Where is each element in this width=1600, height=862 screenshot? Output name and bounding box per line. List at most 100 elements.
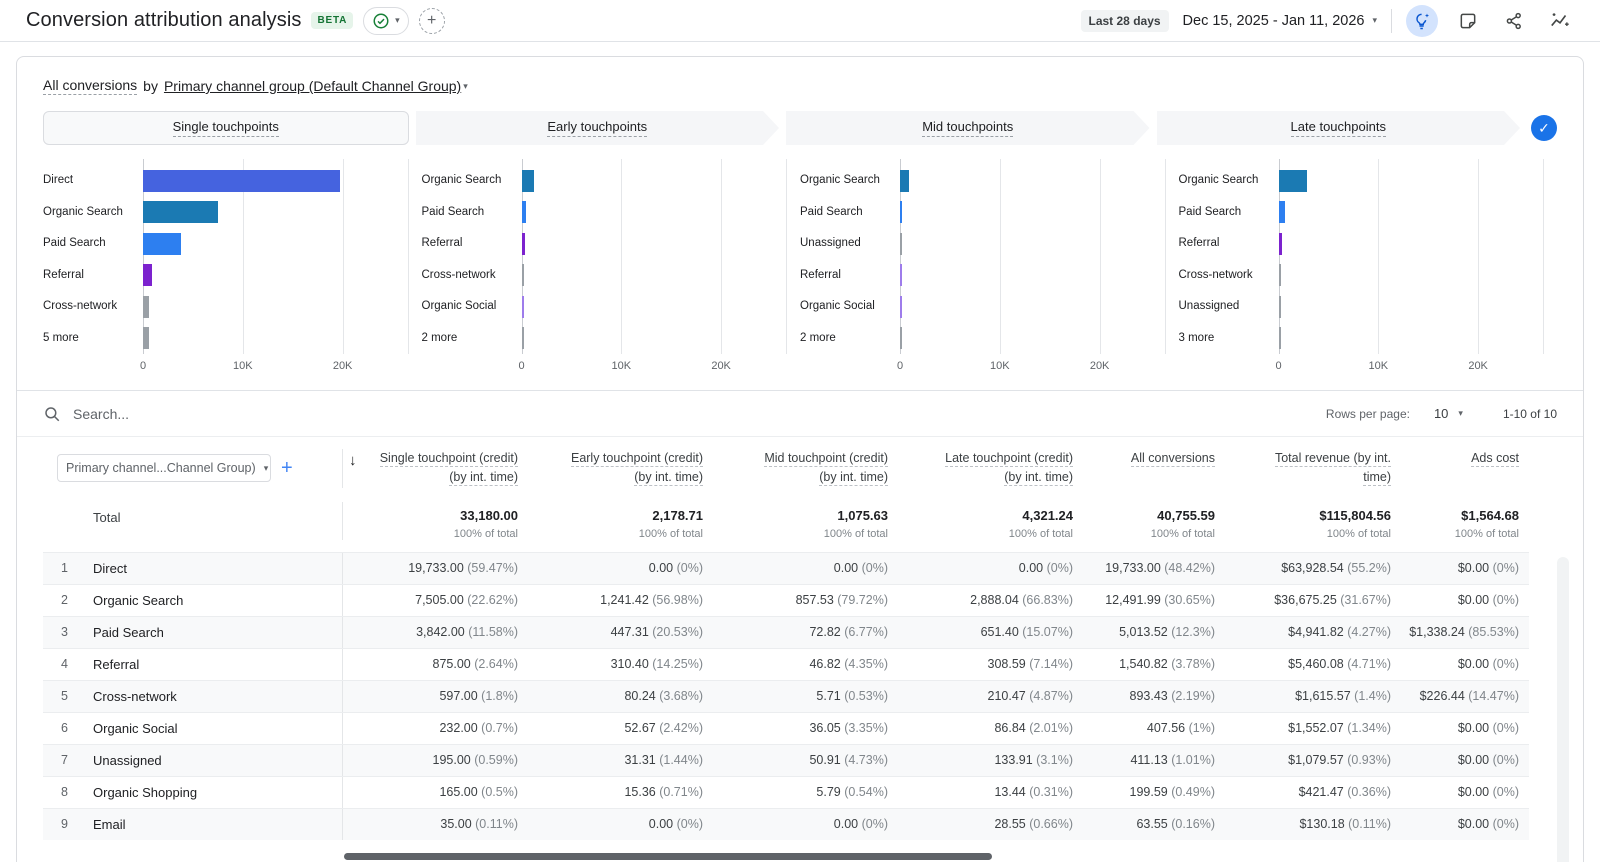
metric-cell: $0.00 (0%) <box>1457 657 1519 672</box>
share-button[interactable] <box>1498 5 1530 37</box>
metric-cell: 19,733.00 (59.47%) <box>408 561 518 576</box>
table-row: 3 Paid Search 3,842.00 (11.58%) 447.31 (20.… <box>43 615 1529 648</box>
channel-name: Organic Social <box>93 720 178 736</box>
table-totals-row: Total 33,180.00 100% of total 2,178.71 100%… <box>43 498 1529 552</box>
category-label: Organic Search <box>1178 174 1259 187</box>
touchpoint-bar-charts: Direct Organic Search Paid Search Referral C… <box>43 159 1557 376</box>
bar-chart-mid-touchpoints: Organic Search Paid Search Unassigned Refer… <box>800 159 1179 376</box>
metric-cell: $130.18 (0.11%) <box>1299 817 1391 832</box>
divider <box>17 390 1583 391</box>
category-label: Organic Search <box>43 205 123 218</box>
table-body: 1 Direct 19,733.00 (59.47%) 0.00 (0%) 0.00 (… <box>43 551 1557 840</box>
search-input[interactable] <box>73 405 493 422</box>
chart-row: Paid Search <box>800 197 1175 229</box>
total-label: Total <box>43 501 343 540</box>
lightbulb-sparkle-icon <box>1412 11 1432 31</box>
metric-cell: 875.00 (2.64%) <box>432 657 518 672</box>
chevron-down-icon: ▾ <box>1372 15 1377 25</box>
category-label: 5 more <box>43 331 79 344</box>
column-header[interactable]: Total revenue (by int. time) <box>1274 451 1391 487</box>
metric-cell: 165.00 (0.5%) <box>439 785 518 800</box>
add-dimension-button[interactable]: + <box>281 457 293 480</box>
bar-chart-late-touchpoints: Organic Search Paid Search Referral Cross-n… <box>1179 159 1558 376</box>
x-tick-label: 20K <box>1468 360 1488 372</box>
bar <box>1278 201 1285 224</box>
metric-cell: $1,079.57 (0.93%) <box>1288 753 1391 768</box>
metric-cell: $63,928.54 (55.2%) <box>1281 561 1391 576</box>
metric-cell: 195.00 (0.59%) <box>432 753 518 768</box>
dimension-chip[interactable]: Primary channel...Channel Group) ▾ <box>57 454 271 483</box>
chart-row: Cross-network <box>43 291 418 323</box>
chart-row: Organic Search <box>43 197 418 229</box>
x-axis: 0 10K 20K <box>518 354 787 376</box>
bar <box>521 169 534 192</box>
date-range-picker[interactable]: Dec 15, 2025 - Jan 11, 2026 ▾ <box>1182 12 1377 29</box>
channel-name: Unassigned <box>93 752 162 768</box>
bar <box>900 264 902 287</box>
total-cell: 1,075.63 100% of total <box>823 507 888 540</box>
horizontal-scrollbar[interactable] <box>344 853 992 860</box>
category-label: Direct <box>43 174 74 187</box>
add-comparison-button[interactable]: + <box>418 7 445 34</box>
vertical-scrollbar[interactable] <box>1557 557 1569 862</box>
metric-cell: 2,888.04 (66.83%) <box>970 593 1073 608</box>
step-mid-touchpoints[interactable]: Mid touchpoints <box>786 111 1150 145</box>
column-header[interactable]: Late touchpoint (credit) (by int. time) <box>945 451 1073 487</box>
category-label: 2 more <box>421 331 458 344</box>
bar <box>900 201 902 224</box>
metric-cell: $421.47 (0.36%) <box>1298 785 1391 800</box>
date-range-preset: Last 28 days <box>1080 9 1169 32</box>
category-label: Referral <box>800 268 841 281</box>
row-index: 5 <box>61 689 68 704</box>
metric-cell: 447.31 (20.53%) <box>610 625 703 640</box>
report-status-menu[interactable]: ▾ <box>363 6 409 35</box>
chart-gridlines <box>143 159 409 354</box>
metric-cell: 63.55 (0.16%) <box>1136 817 1215 832</box>
analytics-intelligence-button[interactable] <box>1544 5 1576 37</box>
metric-selector[interactable]: All conversions <box>43 77 138 95</box>
metric-cell: 5,013.52 (12.3%) <box>1119 625 1215 640</box>
chart-row: Organic Search <box>422 165 797 197</box>
table-header-row: Primary channel...Channel Group) ▾ + ↓ Si… <box>43 437 1529 498</box>
insights-button[interactable] <box>1406 4 1438 37</box>
table-row: 2 Organic Search 7,505.00 (22.62%) 1,241.42… <box>43 583 1529 616</box>
table-row: 5 Cross-network 597.00 (1.8%) 80.24 (3.68%)… <box>43 679 1529 712</box>
chevron-down-icon: ▾ <box>463 80 468 91</box>
row-index: 2 <box>61 593 68 608</box>
metric-cell: $36,675.25 (31.67%) <box>1274 593 1391 608</box>
dimension-selector[interactable]: Primary channel group (Default Channel G… <box>163 78 462 94</box>
step-single-touchpoints[interactable]: Single touchpoints <box>43 111 409 145</box>
column-header[interactable]: All conversions <box>1130 451 1215 467</box>
x-tick-label: 20K <box>711 360 731 372</box>
touchpoint-step-tabs: Single touchpoints Early touchpoints Mid… <box>43 111 1557 145</box>
bar <box>521 295 524 318</box>
x-tick-label: 10K <box>233 360 253 372</box>
x-tick-label: 20K <box>1089 360 1110 372</box>
feedback-button[interactable] <box>1452 5 1484 37</box>
column-header[interactable]: ↓ Single touchpoint (credit) (by int. time… <box>349 451 518 487</box>
chart-row: Referral <box>43 260 418 292</box>
chart-row: 3 more <box>1179 323 1554 355</box>
row-index: 7 <box>61 753 68 768</box>
column-header[interactable]: Mid touchpoint (credit) (by int. time) <box>764 451 888 487</box>
metric-cell: $226.44 (14.47%) <box>1419 689 1519 704</box>
category-label: Paid Search <box>1178 205 1242 218</box>
rows-per-page-select[interactable]: 10 ▾ <box>1433 406 1463 421</box>
chart-row: Unassigned <box>800 228 1175 260</box>
table-row: 7 Unassigned 195.00 (0.59%) 31.31 (1.44%) 50… <box>43 743 1529 776</box>
step-late-touchpoints[interactable]: Late touchpoints <box>1157 111 1521 145</box>
category-label: Paid Search <box>43 237 106 250</box>
metric-cell: 0.00 (0%) <box>648 561 703 576</box>
x-axis: 0 10K 20K <box>1275 354 1544 376</box>
category-label: Cross-network <box>1178 268 1253 281</box>
metric-cell: $0.00 (0%) <box>1457 561 1519 576</box>
metric-cell: 12,491.99 (30.65%) <box>1105 593 1215 608</box>
channel-name: Organic Shopping <box>93 784 198 800</box>
column-header[interactable]: Early touchpoint (credit) (by int. time) <box>570 451 703 487</box>
metric-cell: 15.36 (0.71%) <box>624 785 703 800</box>
metric-cell: 13.44 (0.31%) <box>994 785 1073 800</box>
metric-cell: 210.47 (4.87%) <box>987 689 1073 704</box>
category-label: Paid Search <box>800 205 863 218</box>
step-early-touchpoints[interactable]: Early touchpoints <box>416 111 780 145</box>
column-header[interactable]: Ads cost <box>1471 451 1519 467</box>
